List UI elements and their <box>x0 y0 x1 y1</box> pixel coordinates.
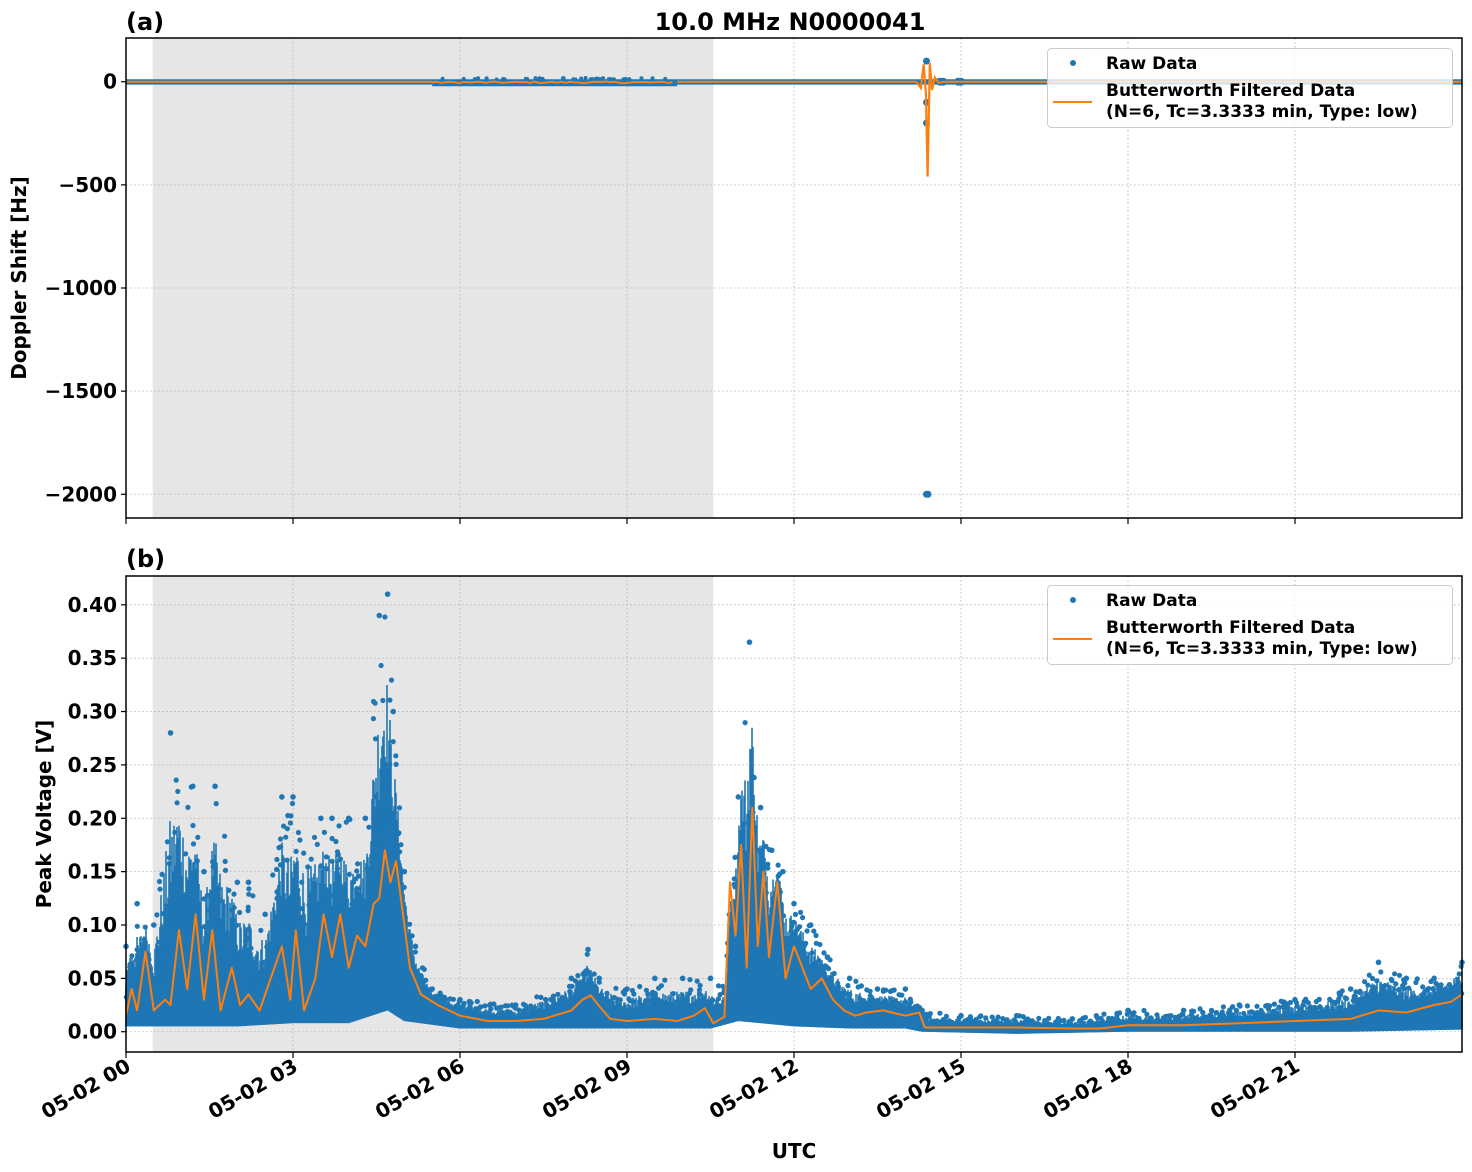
panel-a-legend-filtered-label-line1: Butterworth Filtered Data <box>1106 81 1355 101</box>
panel-a-legend-filtered-label-line2: (N=6, Tc=3.3333 min, Type: low) <box>1106 102 1418 122</box>
y-tick-label: 0.35 <box>68 646 117 670</box>
panel-a-y-axis-label: Doppler Shift [Hz] <box>7 176 31 380</box>
panel-a-label: (a) <box>126 8 164 36</box>
y-tick-label: 0.20 <box>68 806 117 830</box>
y-tick-label: 0.30 <box>68 700 117 724</box>
panel-a-legend-box <box>1047 48 1453 128</box>
panel-b-legend: Raw Data Butterworth Filtered Data (N=6,… <box>1047 585 1453 665</box>
x-tick-label: 05-02 06 <box>371 1054 469 1124</box>
x-tick-label: 05-02 00 <box>37 1054 135 1124</box>
panel-a: 0 −500 −1000 −1500 −2000 (a) 10.0 MHz N00000… <box>7 8 1463 524</box>
y-tick-label: 0 <box>103 70 117 94</box>
panel-a-shaded-region <box>152 38 714 518</box>
figure-title: 10.0 MHz N0000041 <box>655 8 926 36</box>
x-tick-label: 05-02 18 <box>1039 1054 1137 1124</box>
x-tick-label: 05-02 09 <box>538 1054 636 1124</box>
panel-a-legend: Raw Data Butterworth Filtered Data (N=6,… <box>1047 48 1453 128</box>
y-tick-label: 0.40 <box>68 593 117 617</box>
x-tick-label: 05-02 21 <box>1206 1054 1304 1124</box>
x-tick-label: 05-02 12 <box>705 1054 803 1124</box>
panel-b: 0.00 0.05 0.10 0.15 0.20 0.25 0.30 0.35 0.40 05-… <box>32 545 1465 1163</box>
panel-b-legend-filtered-label-line1: Butterworth Filtered Data <box>1106 618 1355 638</box>
panel-b-y-axis-label: Peak Voltage [V] <box>32 720 56 909</box>
y-tick-label: 0.05 <box>68 966 117 990</box>
panel-b-legend-filtered-label-line2: (N=6, Tc=3.3333 min, Type: low) <box>1106 639 1418 659</box>
panel-b-y-ticks: 0.00 0.05 0.10 0.15 0.20 0.25 0.30 0.35 0.40 <box>68 593 126 1044</box>
panel-b-label: (b) <box>126 545 165 573</box>
panel-b-legend-box <box>1047 585 1453 665</box>
panel-a-legend-raw-marker-icon <box>1070 60 1076 66</box>
y-tick-label: 0.15 <box>68 860 117 884</box>
panel-b-x-ticks: 05-02 00 05-02 03 05-02 06 05-02 09 05-02 12… <box>37 1052 1304 1124</box>
panel-a-y-ticks: 0 −500 −1000 −1500 −2000 <box>45 70 126 506</box>
y-tick-label: −1500 <box>45 379 117 403</box>
panel-b-filtered-line <box>125 806 1463 1030</box>
y-tick-label: 0.00 <box>68 1020 117 1044</box>
y-tick-label: −1000 <box>45 276 117 300</box>
panel-b-legend-raw-marker-icon <box>1070 597 1076 603</box>
panel-b-legend-raw-label: Raw Data <box>1106 591 1197 611</box>
y-tick-label: −500 <box>58 173 117 197</box>
x-tick-label: 05-02 15 <box>872 1054 970 1124</box>
x-tick-label: 05-02 03 <box>204 1054 302 1124</box>
y-tick-label: −2000 <box>45 482 117 506</box>
panel-a-legend-raw-label: Raw Data <box>1106 54 1197 74</box>
x-axis-label: UTC <box>772 1139 817 1163</box>
panel-b-raw-data-points <box>123 591 1465 1034</box>
y-tick-label: 0.25 <box>68 753 117 777</box>
y-tick-label: 0.10 <box>68 913 117 937</box>
panel-a-x-ticks <box>125 518 1296 524</box>
